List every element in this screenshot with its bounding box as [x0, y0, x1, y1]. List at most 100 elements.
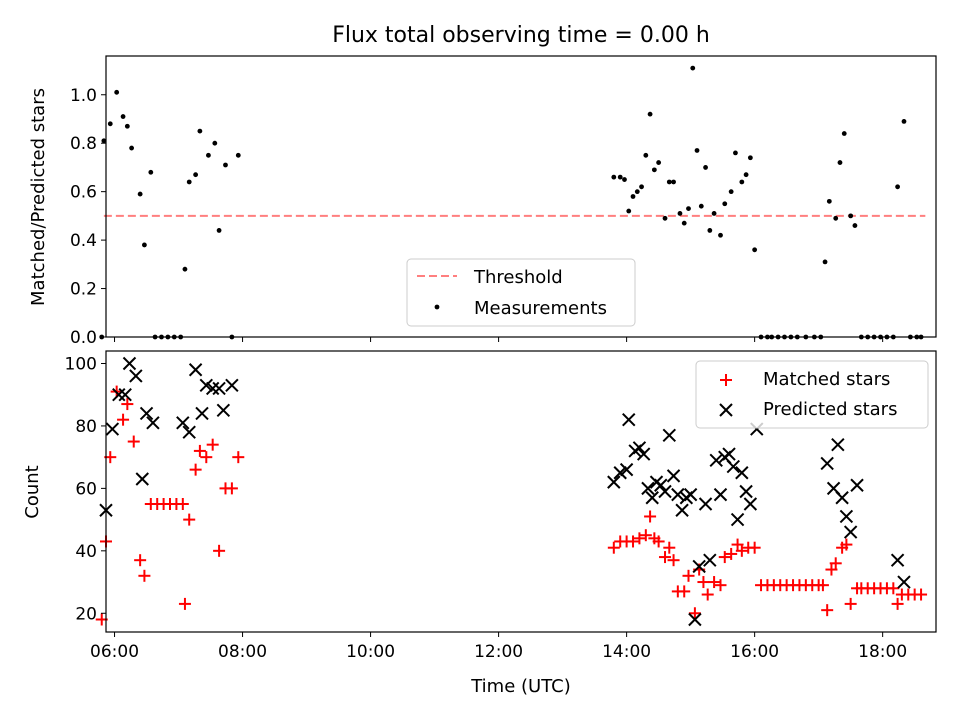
- predicted-star-point: [216, 403, 231, 418]
- predicted-star-point: [835, 491, 849, 505]
- predicted-star-point: [675, 503, 689, 517]
- matched-star-point: [633, 532, 646, 545]
- predicted-star-point: [890, 553, 905, 567]
- matched-star-point: [213, 544, 226, 557]
- measurement-point: [630, 194, 636, 199]
- predicted-star-point: [607, 475, 621, 489]
- matched-star-point: [887, 582, 900, 595]
- matched-star-point: [891, 597, 904, 610]
- measurement-point: [651, 167, 657, 173]
- measurement-point: [643, 152, 649, 158]
- count-y-tick-label: 80: [75, 417, 97, 437]
- ratio-panel-frame: [105, 55, 937, 338]
- count-x-tick-label: 14:00: [602, 642, 651, 662]
- predicted-star-point: [831, 437, 845, 452]
- matched-star-point: [682, 569, 695, 582]
- matched-star-point: [183, 513, 196, 526]
- count-x-axis: 06:00 08:00 10:00 12:00 14:00 16:00 18:00: [90, 632, 907, 662]
- predicted-star-point: [619, 462, 634, 477]
- measurement-point: [626, 208, 632, 214]
- measurement-point: [101, 138, 107, 144]
- predicted-star-point: [118, 388, 132, 402]
- legend-predicted-swatch: [719, 403, 733, 417]
- measurement-point: [617, 174, 623, 180]
- predicted-star-point: [698, 497, 713, 511]
- predicted-star-point: [703, 553, 717, 567]
- ratio-y-tick-label: 0.8: [70, 134, 97, 154]
- measurement-point: [671, 179, 676, 185]
- matched-star-point: [701, 588, 714, 601]
- measurement-point: [114, 89, 120, 95]
- predicted-star-point: [688, 612, 702, 627]
- measurement-point: [223, 162, 228, 168]
- ratio-y-axis: 0.0 0.2 0.4 0.6 0.8 1.0: [70, 86, 106, 348]
- ratio-legend: Threshold Measurements: [406, 258, 636, 327]
- measurement-point: [733, 150, 738, 156]
- count-x-tick-label: 10:00: [346, 642, 395, 662]
- measurement-point: [656, 160, 662, 165]
- ratio-y-tick-label: 0.4: [70, 231, 97, 251]
- measurement-point: [186, 179, 192, 185]
- matched-star-point: [232, 451, 245, 464]
- measurement-point: [698, 203, 704, 209]
- matched-star-point: [225, 482, 238, 495]
- matched-star-point: [748, 541, 761, 554]
- predicted-star-point: [666, 469, 681, 483]
- count-x-tick-label: 08:00: [218, 642, 267, 662]
- measurement-point: [833, 215, 839, 221]
- legend-measurements-label: Measurements: [474, 298, 607, 319]
- matched-star-point: [725, 547, 738, 560]
- matched-star-point: [176, 497, 189, 510]
- matched-star-point: [193, 444, 206, 457]
- count-y-tick-label: 60: [75, 479, 97, 499]
- predicted-star-point: [188, 363, 203, 377]
- measurement-point: [216, 228, 222, 233]
- count-panel-frame: [105, 350, 937, 633]
- measurement-point: [622, 177, 627, 182]
- predicted-star-point: [225, 378, 239, 393]
- measurement-point: [193, 172, 199, 178]
- measurement-point: [747, 155, 753, 161]
- ratio-y-axis-label: Matched/Predicted stars: [28, 88, 49, 306]
- measurement-point: [212, 140, 218, 146]
- predicted-star-point: [641, 481, 655, 496]
- predicted-star-point: [730, 512, 745, 527]
- predicted-star-point: [645, 491, 659, 505]
- matched-star-point: [134, 554, 147, 567]
- predicted-star-point: [850, 478, 864, 492]
- count-x-tick-label: 16:00: [730, 642, 779, 662]
- matched-star-point: [178, 597, 191, 610]
- ratio-y-tick-label: 0.6: [70, 183, 97, 203]
- measurement-point: [647, 111, 653, 117]
- measurement-point: [197, 128, 203, 134]
- matched-star-point: [639, 529, 652, 542]
- legend-matched-label: Matched stars: [763, 369, 890, 390]
- count-x-axis-label: Time (UTC): [470, 676, 571, 697]
- matched-star-point: [663, 541, 676, 554]
- matched-star-point: [844, 597, 857, 610]
- count-y-tick-label: 40: [75, 542, 97, 562]
- predicted-star-point: [105, 422, 120, 436]
- count-legend: Matched stars Predicted stars: [695, 360, 929, 429]
- count-y-tick-label: 20: [75, 604, 97, 624]
- measurement-point: [711, 211, 717, 216]
- predicted-star-point: [726, 459, 741, 474]
- predicted-star-point: [205, 381, 220, 396]
- measurement-point: [124, 123, 130, 129]
- measurement-point: [690, 65, 696, 71]
- measurement-point: [681, 220, 687, 226]
- figure-title: Flux total observing time = 0.00 h: [332, 23, 710, 48]
- predicted-star-point: [195, 406, 209, 421]
- predicted-star-point: [622, 412, 636, 427]
- measurement-point: [148, 169, 154, 175]
- measurement-point: [703, 165, 708, 170]
- predicted-star-point: [632, 441, 647, 455]
- measurement-point: [743, 172, 749, 178]
- matched-star-point: [708, 576, 721, 589]
- count-x-tick-label: 18:00: [858, 642, 907, 662]
- matched-star-point: [697, 576, 710, 589]
- measurement-point: [662, 215, 668, 221]
- predicted-star-point: [112, 388, 126, 402]
- measurement-point: [852, 223, 858, 228]
- measurement-point: [686, 206, 691, 212]
